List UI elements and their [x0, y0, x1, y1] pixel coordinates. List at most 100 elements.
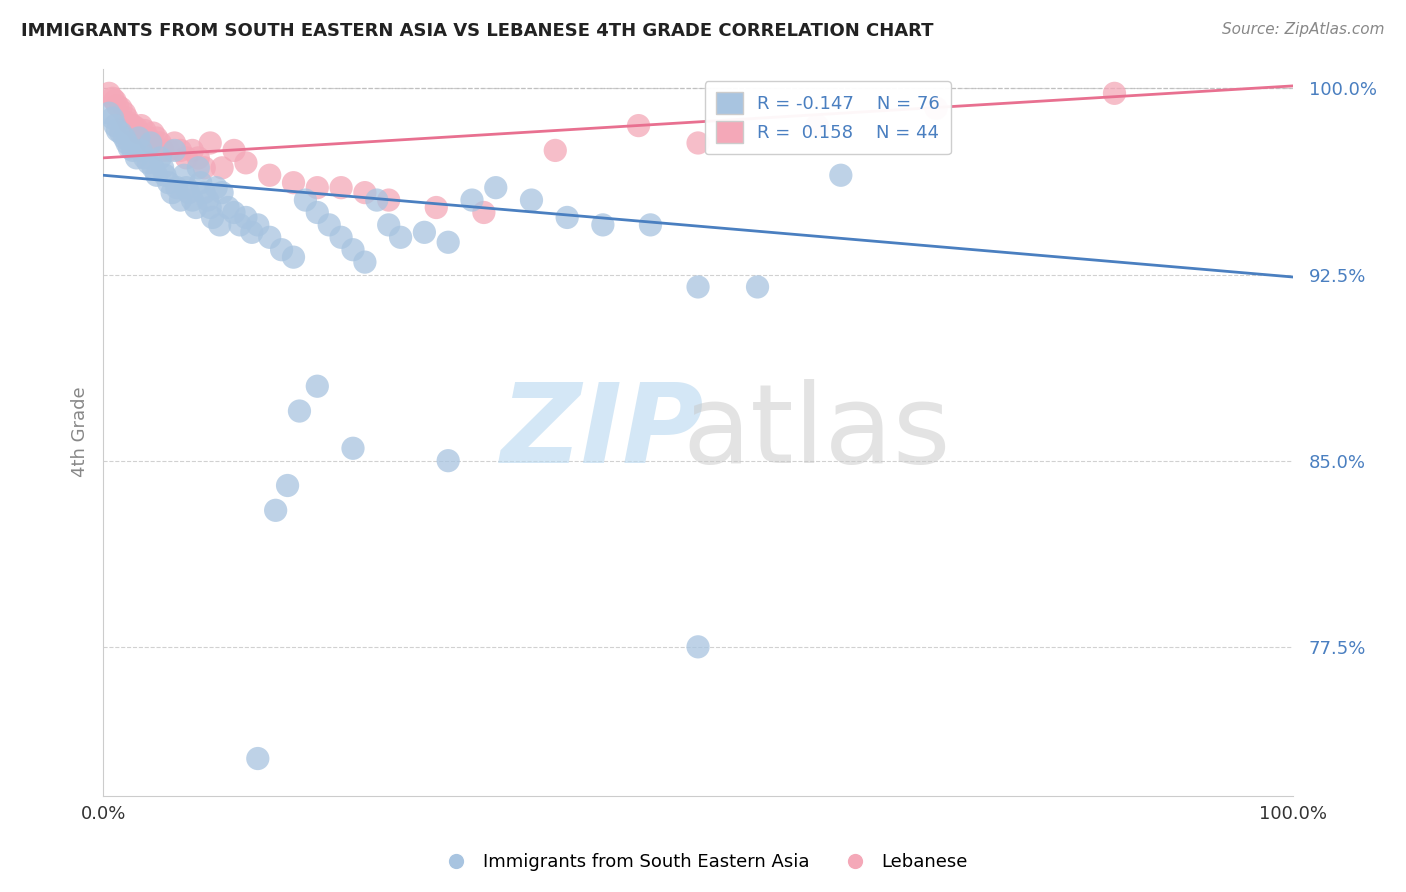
Point [173, 168, 195, 182]
Point [118, 116, 141, 130]
Point [176, 180, 198, 194]
Point [110, 126, 132, 140]
Text: Source: ZipAtlas.com: Source: ZipAtlas.com [1222, 22, 1385, 37]
Point [152, 144, 174, 158]
Point [128, 131, 150, 145]
Point [107, 99, 129, 113]
Point [98, 87, 121, 101]
Point [366, 193, 388, 207]
Point [145, 168, 167, 182]
Point [259, 230, 281, 244]
Point [149, 151, 172, 165]
Point [472, 205, 495, 219]
Point [222, 205, 245, 219]
Point [193, 161, 215, 175]
Point [747, 280, 769, 294]
Point [240, 225, 263, 239]
Point [115, 136, 138, 150]
Point [222, 144, 245, 158]
Point [169, 144, 191, 158]
Point [354, 255, 377, 269]
Point [555, 211, 578, 225]
Point [157, 176, 180, 190]
Point [181, 193, 204, 207]
Point [235, 156, 257, 170]
Point [640, 218, 662, 232]
Point [520, 193, 543, 207]
Point [176, 151, 198, 165]
Legend: R = -0.147    N = 76, R =  0.158    N = 44: R = -0.147 N = 76, R = 0.158 N = 44 [704, 81, 950, 154]
Point [125, 151, 148, 165]
Point [129, 144, 152, 158]
Point [184, 201, 207, 215]
Point [200, 136, 222, 150]
Point [187, 151, 209, 165]
Point [277, 478, 299, 492]
Point [145, 131, 167, 145]
Point [166, 180, 188, 194]
Point [139, 136, 162, 150]
Point [592, 218, 614, 232]
Point [413, 225, 436, 239]
Point [307, 180, 329, 194]
Point [139, 136, 162, 150]
Point [1104, 87, 1126, 101]
Point [197, 193, 219, 207]
Point [152, 161, 174, 175]
Point [163, 144, 186, 158]
Point [437, 453, 460, 467]
Point [128, 126, 150, 140]
Point [142, 126, 165, 140]
Point [437, 235, 460, 250]
Point [205, 180, 228, 194]
Point [229, 218, 252, 232]
Point [169, 193, 191, 207]
Point [134, 123, 156, 137]
Point [200, 201, 222, 215]
Point [181, 144, 204, 158]
Point [98, 106, 121, 120]
Point [122, 144, 145, 158]
Point [288, 404, 311, 418]
Point [686, 280, 709, 294]
Point [157, 144, 180, 158]
Point [187, 161, 209, 175]
Point [101, 91, 124, 105]
Text: IMMIGRANTS FROM SOUTH EASTERN ASIA VS LEBANESE 4TH GRADE CORRELATION CHART: IMMIGRANTS FROM SOUTH EASTERN ASIA VS LE… [21, 22, 934, 40]
Point [925, 101, 948, 115]
Point [153, 168, 176, 182]
Point [235, 211, 257, 225]
Point [246, 751, 269, 765]
Point [377, 218, 399, 232]
Text: atlas: atlas [683, 378, 952, 485]
Point [830, 168, 852, 182]
Text: ZIP: ZIP [501, 378, 704, 485]
Point [190, 176, 212, 190]
Y-axis label: 4th Grade: 4th Grade [72, 387, 89, 477]
Point [318, 218, 340, 232]
Point [125, 121, 148, 136]
Point [342, 243, 364, 257]
Point [294, 193, 316, 207]
Point [283, 250, 305, 264]
Point [342, 442, 364, 456]
Point [389, 230, 412, 244]
Point [627, 119, 650, 133]
Point [104, 94, 127, 108]
Point [283, 176, 305, 190]
Point [270, 243, 292, 257]
Point [101, 111, 124, 125]
Point [330, 230, 353, 244]
Point [208, 218, 231, 232]
Point [110, 101, 132, 115]
Point [264, 503, 287, 517]
Point [246, 218, 269, 232]
Point [686, 136, 709, 150]
Point [122, 119, 145, 133]
Point [163, 136, 186, 150]
Point [114, 106, 136, 120]
Point [307, 379, 329, 393]
Point [177, 186, 200, 200]
Point [806, 119, 828, 133]
Point [211, 161, 233, 175]
